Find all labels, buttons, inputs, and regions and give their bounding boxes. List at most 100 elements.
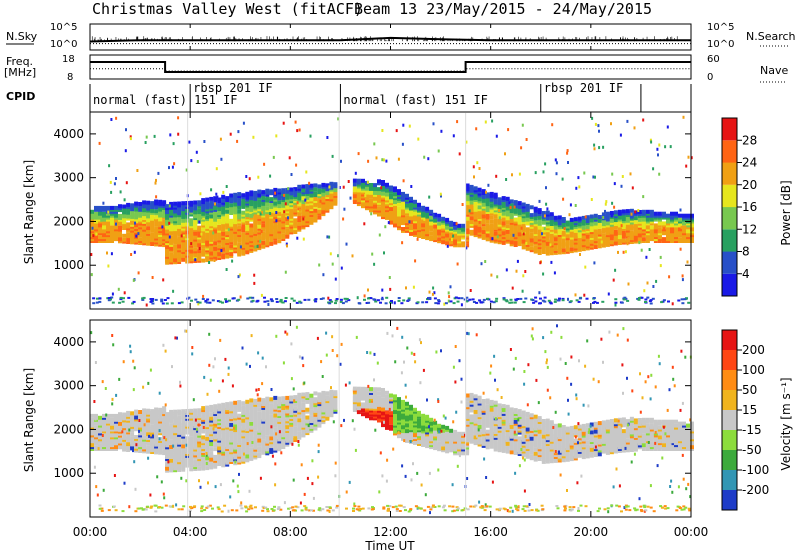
heatmap-speck xyxy=(213,259,216,262)
heatmap-speck xyxy=(290,297,294,300)
colorbar-tick-label: 28 xyxy=(742,133,757,147)
heatmap-cell xyxy=(297,184,302,189)
heatmap-cell xyxy=(217,442,222,447)
heatmap-speck xyxy=(521,289,524,293)
heatmap-cell xyxy=(525,227,530,232)
heatmap-cell xyxy=(457,223,462,228)
heatmap-speck xyxy=(269,298,273,301)
heatmap-cell xyxy=(233,241,238,246)
heatmap-speck xyxy=(614,301,618,304)
heatmap-cell xyxy=(437,237,442,242)
heatmap-cell xyxy=(229,401,234,406)
heatmap-speck xyxy=(443,302,446,306)
heatmap-speck xyxy=(124,149,127,153)
heatmap-cell xyxy=(162,416,167,420)
heatmap-speck xyxy=(260,293,263,297)
heatmap-speck xyxy=(469,289,472,292)
heatmap-cell xyxy=(217,224,222,229)
heatmap-speck xyxy=(259,239,262,243)
heatmap-cell xyxy=(269,189,274,194)
heatmap-speck xyxy=(605,200,608,204)
heatmap-speck xyxy=(248,296,252,299)
heatmap-speck xyxy=(457,297,461,300)
heatmap-speck xyxy=(385,159,388,163)
heatmap-cell xyxy=(541,250,546,254)
heatmap-cell xyxy=(537,208,542,213)
heatmap-speck xyxy=(151,298,155,300)
heatmap-speck xyxy=(578,185,581,189)
heatmap-speck xyxy=(296,236,299,240)
heatmap-cell xyxy=(352,186,357,191)
heatmap-cell xyxy=(649,209,654,214)
heatmap-speck xyxy=(256,244,259,248)
heatmap-speck xyxy=(194,258,197,262)
heatmap-cell xyxy=(273,240,278,245)
heatmap-cell xyxy=(146,445,151,450)
heatmap-speck xyxy=(283,193,286,197)
heatmap-cell xyxy=(146,432,151,437)
heatmap-speck xyxy=(427,297,431,299)
heatmap-cell xyxy=(237,209,242,214)
heatmap-cell xyxy=(134,223,139,228)
heatmap-speck xyxy=(281,301,285,304)
heatmap-speck xyxy=(251,299,255,302)
heatmap-cell xyxy=(277,211,282,216)
heatmap-cell xyxy=(177,236,182,241)
heatmap-speck xyxy=(640,248,643,252)
heatmap-speck xyxy=(405,286,407,290)
heatmap-speck xyxy=(686,260,689,264)
velocity-heatmap-group xyxy=(90,321,694,516)
heatmap-cell xyxy=(197,200,202,205)
heatmap-speck xyxy=(292,188,295,192)
heatmap-speck xyxy=(623,296,627,299)
heatmap-cell xyxy=(261,231,266,236)
heatmap-speck xyxy=(354,171,357,175)
heatmap-cell xyxy=(273,207,278,212)
heatmap-speck xyxy=(199,192,202,196)
heatmap-speck xyxy=(514,298,518,301)
heatmap-speck xyxy=(328,302,332,305)
heatmap-speck xyxy=(137,271,140,275)
heatmap-speck xyxy=(522,274,525,278)
heatmap-speck xyxy=(428,195,431,199)
heatmap-speck xyxy=(491,119,494,123)
heatmap-speck xyxy=(296,129,299,133)
heatmap-speck xyxy=(119,296,123,299)
colorbar-tick-label: 24 xyxy=(742,156,757,170)
heatmap-cell xyxy=(213,404,218,409)
heatmap-speck xyxy=(236,139,239,143)
heatmap-speck xyxy=(452,134,455,138)
heatmap-cell xyxy=(229,218,234,223)
heatmap-speck xyxy=(92,297,96,300)
heatmap-speck xyxy=(107,264,110,268)
heatmap-cell xyxy=(465,195,470,200)
heatmap-speck xyxy=(343,297,347,300)
heatmap-cell xyxy=(581,219,586,224)
heatmap-cell xyxy=(181,444,186,449)
heatmap-cell xyxy=(265,206,270,211)
heatmap-speck xyxy=(465,140,468,144)
heatmap-speck xyxy=(98,300,102,303)
heatmap-cell xyxy=(209,196,214,201)
heatmap-cell xyxy=(477,187,482,192)
heatmap-speck xyxy=(577,176,580,180)
heatmap-speck xyxy=(286,244,288,248)
heatmap-cell xyxy=(169,445,174,449)
heatmap-speck xyxy=(339,298,343,301)
colorbar-swatch xyxy=(722,184,737,208)
noise-right-tick-top: 10^5 xyxy=(707,22,734,33)
heatmap-speck xyxy=(389,301,393,304)
heatmap-speck xyxy=(627,236,630,240)
heatmap-speck xyxy=(510,301,514,304)
heatmap-cell xyxy=(549,239,554,244)
heatmap-speck xyxy=(180,301,184,304)
heatmap-cell xyxy=(493,192,498,197)
heatmap-cell xyxy=(189,218,194,223)
heatmap-speck xyxy=(287,216,289,220)
heatmap-speck xyxy=(681,274,684,278)
heatmap-cell xyxy=(265,196,270,201)
heatmap-speck xyxy=(304,198,307,202)
heatmap-cell xyxy=(169,256,174,261)
heatmap-speck xyxy=(125,128,127,132)
heatmap-speck xyxy=(188,140,191,144)
